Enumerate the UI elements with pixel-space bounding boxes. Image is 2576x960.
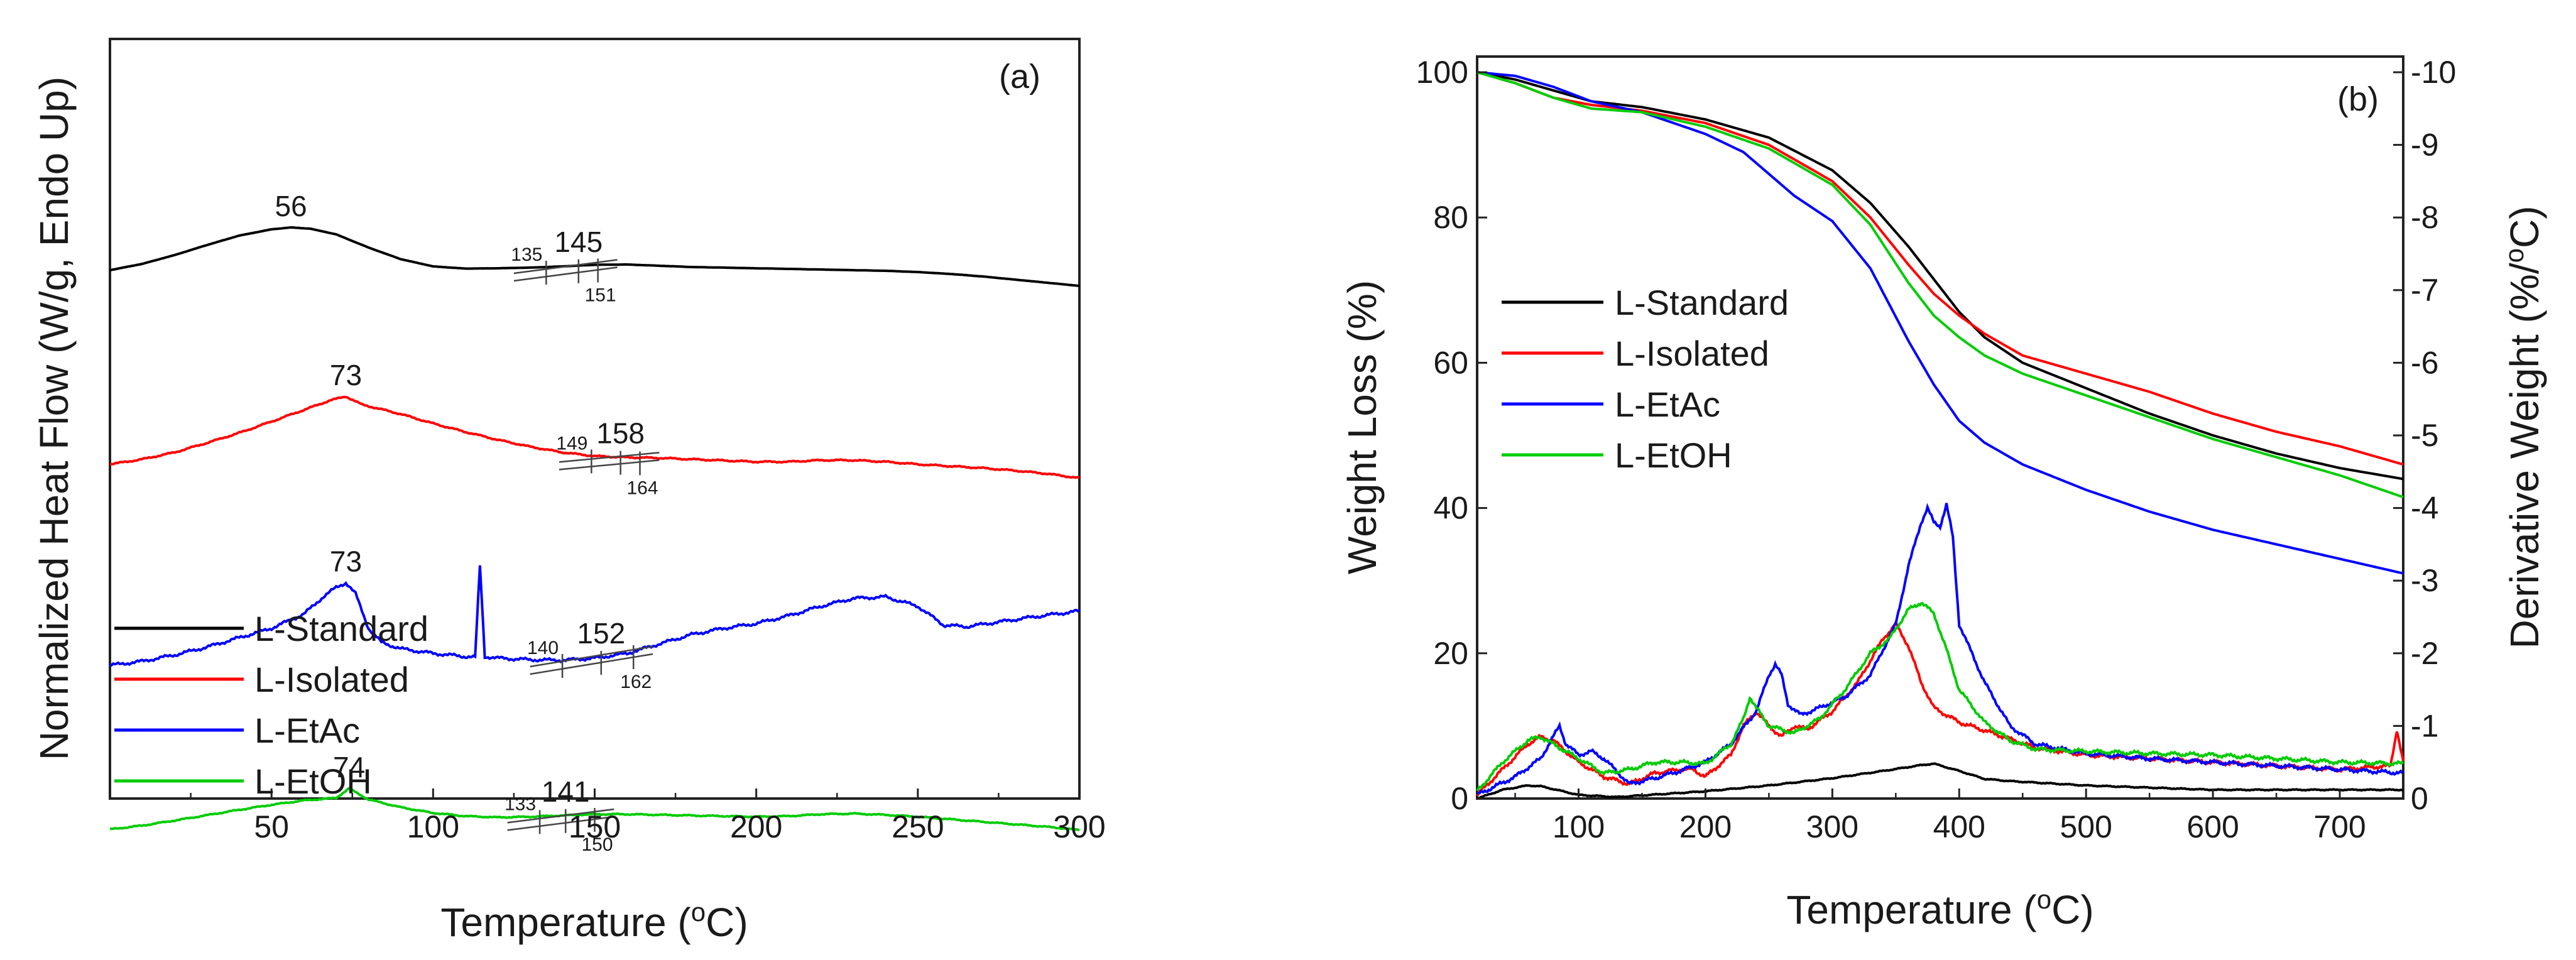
dtg-line-l-standard [1476,762,2404,800]
y-tick-label: 40 [1433,491,1468,526]
panel-a-dsc-chart: 56 135 145 151 73 149 158 164 73 140 152 162 74 133 14… [31,38,1106,945]
y-tick-label: 20 [1433,636,1468,671]
tg-tangent-l-standard [513,266,618,282]
dsc-line-l-isolated [109,396,1080,479]
x-tick-label: 150 [569,809,621,844]
peak-label-l-isolated: 73 [330,359,362,391]
tg-baseline-l-isolated [559,452,660,463]
x-tick-label: 700 [2313,809,2366,844]
panel-b-plot-frame [1476,55,2404,800]
tg-midpoint-label-l-etac: 152 [577,617,625,650]
panel-b-y-axis-left: 0 20 40 60 80 100 [1416,55,1487,816]
y2-tick-label: -6 [2411,345,2438,380]
tg-onset-label-l-isolated: 149 [556,433,587,454]
legend-label-l-standard: L-Standard [1615,283,1789,322]
legend-label-l-etac: L-EtAc [254,711,360,750]
panel-b-y-axis-title: Weight Loss (%) [1340,280,1385,574]
y2-tick-label: -2 [2411,636,2438,671]
tg-onset-label-l-standard: 135 [511,244,542,265]
peak-label-l-standard: 56 [275,190,307,222]
panel-a-label: (a) [999,58,1040,95]
x-tick-label: 100 [407,809,459,844]
y-tick-label: 60 [1433,345,1468,380]
y-tick-label: 80 [1433,200,1468,235]
dsc-line-l-etac [109,565,1081,667]
panel-a-legend: L-Standard L-Isolated L-EtAc L-EtOH [114,609,428,801]
legend-label-l-isolated: L-Isolated [254,660,409,699]
tg-end-label-l-isolated: 164 [626,477,658,498]
y2-tick-label: -9 [2411,128,2438,163]
panel-a-x-axis: 50 100 150 200 250 300 [190,788,1106,844]
x-tick-label: 300 [1806,809,1858,844]
x-tick-label: 200 [730,809,782,844]
x-tick-label: 100 [1553,809,1605,844]
legend-label-l-etac: L-EtAc [1615,385,1720,424]
y2-tick-label: -3 [2411,563,2438,598]
tg-baseline-l-etac [530,645,653,668]
tg-tangent-l-etoh [507,815,614,831]
tg-midpoint-label-l-standard: 145 [554,226,603,258]
panel-a-series [109,226,1081,832]
dtg-line-l-etoh [1476,602,2404,792]
legend-label-l-standard: L-Standard [254,609,428,648]
panel-b-x-axis-title: Temperature (oC) [1786,885,2093,932]
tga-line-l-etoh [1476,71,2404,499]
y-tick-label: 0 [1451,781,1468,816]
x-tick-label: 200 [1679,809,1732,844]
y2-tick-label: -10 [2411,55,2456,90]
legend-label-l-etoh: L-EtOH [254,761,372,801]
tg-baseline-l-etoh [507,808,614,824]
tg-onset-label-l-etac: 140 [527,638,559,658]
tg-end-label-l-etoh: 150 [581,834,613,855]
peak-label-l-etoh: 74 [333,751,365,783]
tg-end-label-l-standard: 151 [585,285,616,305]
x-tick-label: 400 [1933,809,1985,844]
y-tick-label: 100 [1416,55,1468,90]
x-tick-label: 250 [892,809,944,844]
y2-tick-label: -4 [2411,491,2438,526]
panel-a-y-axis-title: Normalized Heat Flow (W/g, Endo Up) [31,77,77,760]
tga-line-l-etac [1476,71,2404,575]
tg-midpoint-label-l-etoh: 141 [542,775,590,808]
dtg-line-l-etac [1476,503,2404,795]
panel-b-derivative-series [1476,503,2404,800]
panel-b-weight-series [1476,71,2404,575]
legend-label-l-etoh: L-EtOH [1615,435,1732,475]
panel-a-x-axis-title: Temperature (oC) [440,897,748,945]
panel-a-annotations: 56 135 145 151 73 149 158 164 73 140 152 162 74 133 14… [275,190,660,855]
panel-b-tga-chart: 100 200 300 400 500 600 700 0 20 40 60 80 100 0 -1 -2… [1340,55,2547,932]
tg-tangent-l-etac [530,653,653,675]
panel-b-label: (b) [2337,80,2379,118]
legend-label-l-isolated: L-Isolated [1615,334,1769,373]
y2-tick-label: 0 [2411,781,2428,816]
panel-b-x-axis: 100 200 300 400 500 600 700 [1514,788,2366,844]
dsc-line-l-standard [109,226,1080,287]
tg-midpoint-label-l-isolated: 158 [596,417,645,450]
y2-tick-label: -8 [2411,200,2438,235]
x-tick-label: 500 [2060,809,2112,844]
x-tick-label: 50 [254,809,289,844]
panel-b-y2-axis-title: Derivative Weight (%/oC) [2499,205,2547,648]
panel-b-legend: L-Standard L-Isolated L-EtAc L-EtOH [1502,283,1789,475]
peak-label-l-etac: 73 [330,545,362,578]
y2-tick-label: -7 [2411,273,2438,308]
y2-tick-label: -5 [2411,418,2438,453]
y2-tick-label: -1 [2411,708,2438,743]
tg-baseline-l-standard [513,259,618,275]
tg-tangent-l-isolated [559,459,660,471]
tg-onset-label-l-etoh: 133 [505,794,536,814]
tga-line-l-standard [1476,71,2404,481]
panel-b-y-axis-right: 0 -1 -2 -3 -4 -5 -6 -7 -8 -9 -10 [2393,55,2456,816]
x-tick-label: 300 [1053,809,1105,844]
tg-end-label-l-etac: 162 [620,672,652,692]
x-tick-label: 600 [2186,809,2239,844]
